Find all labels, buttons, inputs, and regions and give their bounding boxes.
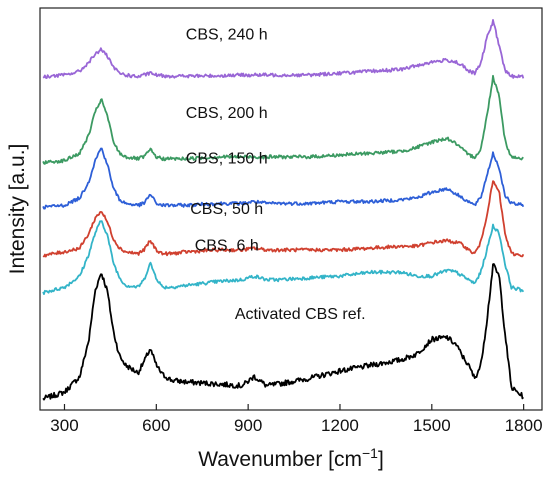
series-label: CBS, 6 h <box>195 238 259 255</box>
y-axis-title: Intensity [a.u.] <box>6 144 29 275</box>
series-label: Activated CBS ref. <box>235 306 366 323</box>
x-axis-title: Wavenumber [cm−1] <box>198 445 384 471</box>
series-label: CBS, 200 h <box>186 105 268 122</box>
x-axis-title-superscript: −1 <box>362 445 378 461</box>
x-axis-title-suffix: ] <box>378 448 384 471</box>
series-label: CBS, 50 h <box>190 201 263 218</box>
x-axis-ticks: 300 600 900 1200 1500 1800 <box>50 404 543 435</box>
series-label: CBS, 240 h <box>186 27 268 44</box>
plot-frame <box>39 7 543 411</box>
x-tick-label: 1200 <box>321 416 359 435</box>
x-tick-label: 300 <box>50 416 78 435</box>
series-label: CBS, 150 h <box>186 151 268 168</box>
series-line-cbs-240-h <box>42 19 525 79</box>
x-axis-title-main: Wavenumber [cm <box>198 448 362 471</box>
series-line-cbs-200-h <box>42 74 524 165</box>
x-tick-label: 600 <box>142 416 170 435</box>
series-line-cbs-150-h <box>42 147 525 210</box>
x-tick-label: 900 <box>234 416 262 435</box>
x-tick-label: 1500 <box>413 416 451 435</box>
series-line-activated-cbs-ref <box>42 263 525 401</box>
series-line-cbs-50-h <box>42 180 525 258</box>
series-lines <box>42 19 525 401</box>
x-tick-label: 1800 <box>505 416 543 435</box>
series-line-cbs-6-h <box>42 220 525 295</box>
series-labels: Activated CBS ref. CBS, 6 h CBS, 50 h CBS, … <box>186 27 366 323</box>
